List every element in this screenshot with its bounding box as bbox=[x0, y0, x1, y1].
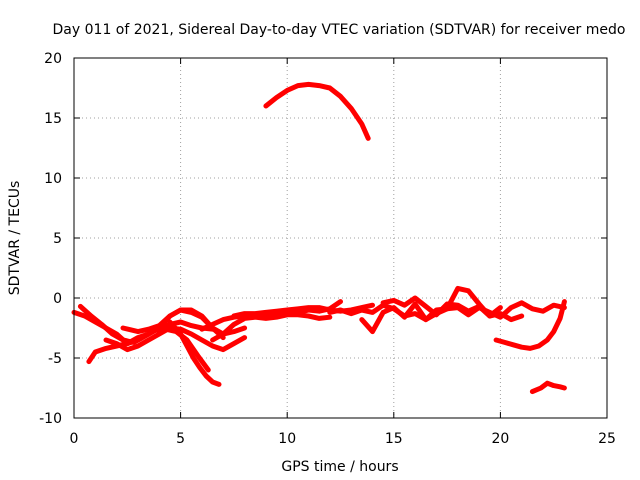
y-tick-label: 0 bbox=[53, 291, 62, 307]
series-line-arc-o bbox=[529, 380, 567, 395]
x-axis-label: GPS time / hours bbox=[281, 459, 398, 475]
y-tick-label: -5 bbox=[48, 351, 62, 367]
chart-title: Day 011 of 2021, Sidereal Day-to-day VTE… bbox=[53, 22, 626, 38]
series-line-arc-i bbox=[231, 302, 375, 319]
x-tick-label: 10 bbox=[278, 431, 296, 447]
y-tick-label: 5 bbox=[53, 231, 62, 247]
ticks: 0 5 10 15 20 25 -10 -5 0 5 10 15 20 bbox=[39, 51, 616, 447]
x-tick-label: 25 bbox=[598, 431, 616, 447]
series-line-arc-f bbox=[167, 319, 222, 387]
series-line-arc-e bbox=[120, 307, 226, 341]
x-tick-label: 15 bbox=[385, 431, 403, 447]
y-tick-label: 10 bbox=[44, 171, 62, 187]
y-tick-label: 20 bbox=[44, 51, 62, 67]
y-axis-label: SDTVAR / TECUs bbox=[7, 181, 23, 296]
x-tick-label: 0 bbox=[70, 431, 79, 447]
series-group bbox=[71, 81, 567, 395]
series-line-arc-m bbox=[380, 295, 503, 319]
y-tick-label: 15 bbox=[44, 111, 62, 127]
series-line-arc-h bbox=[210, 312, 333, 343]
series-line-arc-j bbox=[263, 81, 371, 141]
series-line-arc-n bbox=[493, 299, 567, 351]
y-tick-label: -10 bbox=[39, 411, 62, 427]
x-tick-label: 5 bbox=[176, 431, 185, 447]
x-tick-label: 20 bbox=[491, 431, 509, 447]
grid bbox=[74, 58, 607, 418]
